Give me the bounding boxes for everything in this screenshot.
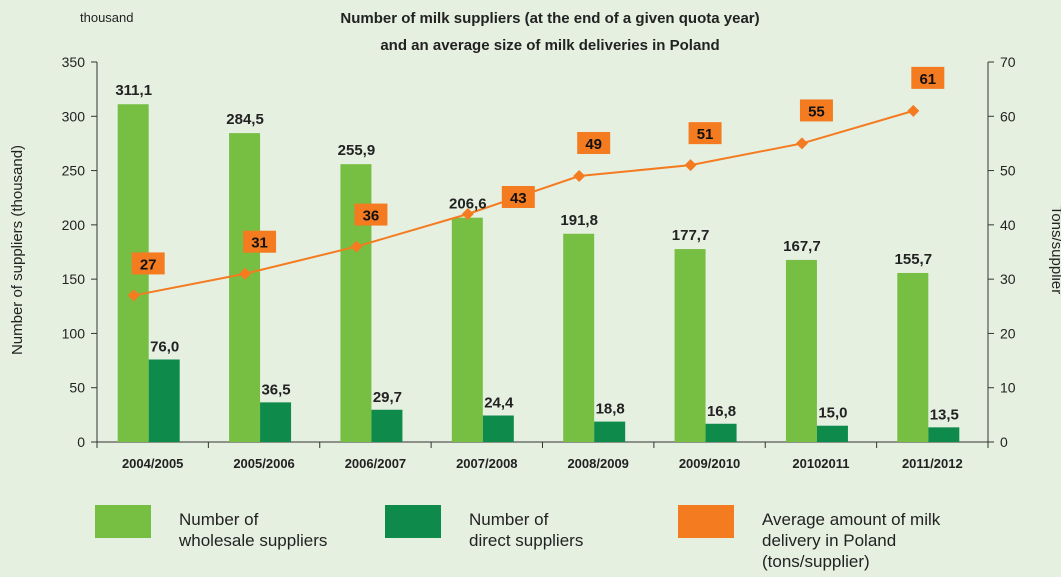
y-tick-label: 150 — [62, 271, 86, 287]
plot-area: 0 50 100 150 200 250 300 350 0 10 20 30 40 50 60 70 2004… — [62, 54, 1016, 471]
wholesale-bar — [451, 217, 483, 442]
legend-swatch — [678, 505, 734, 538]
direct-bar — [705, 423, 737, 442]
wholesale-bar — [674, 249, 706, 442]
x-tick-label: 2009/2010 — [679, 456, 740, 471]
direct-value-label: 29,7 — [373, 389, 402, 406]
y2-tick-label: 60 — [1000, 108, 1016, 124]
average-point — [350, 240, 363, 253]
average-value-label: 36 — [363, 208, 380, 225]
y-tick-label: 0 — [77, 434, 85, 450]
y-tick-label: 50 — [69, 380, 85, 396]
legend: Number of wholesale suppliers Number of d… — [0, 505, 1061, 577]
wholesale-value-label: 167,7 — [783, 238, 821, 255]
direct-bar — [594, 421, 626, 442]
average-value-label: 27 — [140, 256, 157, 273]
y-tick-label: 300 — [62, 108, 86, 124]
y-tick-label: 250 — [62, 163, 86, 179]
direct-bar — [816, 425, 848, 442]
x-tick-label: 2005/2006 — [233, 456, 294, 471]
y-axis-label: Number of suppliers (thousand) — [9, 145, 26, 355]
average-badge — [577, 132, 611, 154]
wholesale-bar — [563, 233, 595, 442]
y-tick-label: 350 — [62, 54, 86, 70]
average-point — [684, 159, 697, 172]
x-tick-label: 20102011 — [792, 456, 849, 471]
direct-value-label: 15,0 — [818, 405, 847, 422]
direct-bar — [148, 359, 180, 442]
x-tick-label: 2008/2009 — [567, 456, 628, 471]
average-value-label: 61 — [919, 71, 936, 88]
wholesale-bar — [229, 133, 261, 442]
wholesale-bar — [897, 272, 929, 442]
average-value-label: 31 — [251, 235, 268, 252]
x-tick-label: 2004/2005 — [122, 456, 183, 471]
average-value-label: 55 — [808, 103, 825, 120]
average-point — [127, 289, 140, 302]
wholesale-value-label: 206,6 — [449, 196, 487, 213]
legend-direct: Number of direct suppliers — [385, 505, 699, 551]
chart-title-line-1: Number of milk suppliers (at the end of … — [340, 10, 759, 27]
direct-bar — [260, 402, 292, 442]
direct-value-label: 13,5 — [930, 406, 959, 423]
wholesale-value-label: 177,7 — [672, 227, 710, 244]
average-value-label: 49 — [585, 136, 602, 153]
direct-value-label: 36,5 — [261, 381, 290, 398]
average-point — [907, 104, 920, 117]
y2-axis-label: Tons/supplier — [1048, 206, 1061, 294]
y2-tick-label: 50 — [1000, 163, 1016, 179]
average-value-label: 51 — [697, 126, 714, 143]
direct-value-label: 24,4 — [484, 395, 514, 412]
wholesale-value-label: 311,1 — [115, 82, 152, 99]
average-value-label: 43 — [510, 190, 527, 207]
y2-tick-label: 10 — [1000, 380, 1016, 396]
y2-tick-label: 40 — [1000, 217, 1016, 233]
y2-tick-label: 0 — [1000, 434, 1008, 450]
y2-tick-label: 20 — [1000, 325, 1016, 341]
legend-swatch — [95, 505, 151, 538]
average-point — [573, 170, 586, 182]
average-badge — [799, 99, 833, 122]
direct-bar — [482, 415, 514, 442]
legend-label: Average amount of milk delivery in Polan… — [762, 510, 941, 571]
direct-bar — [371, 409, 403, 442]
wholesale-value-label: 155,7 — [895, 251, 933, 268]
average-point — [461, 208, 474, 220]
x-tick-label: 2006/2007 — [345, 456, 406, 471]
wholesale-value-label: 255,9 — [338, 142, 376, 159]
average-badge — [131, 252, 165, 275]
chart-svg: Number of milk suppliers (at the end of … — [9, 10, 1061, 471]
legend-label: Number of wholesale suppliers — [179, 510, 328, 550]
y2-tick-label: 70 — [1000, 54, 1016, 70]
average-badge — [688, 122, 722, 145]
average-badge — [911, 66, 945, 89]
average-point — [795, 137, 808, 150]
y-tick-label: 100 — [62, 325, 86, 341]
legend-wholesale: Number of wholesale suppliers — [95, 505, 409, 551]
direct-value-label: 18,8 — [596, 401, 625, 418]
unit-label: thousand — [80, 10, 134, 25]
wholesale-bar — [785, 259, 817, 442]
direct-value-label: 16,8 — [707, 403, 736, 420]
direct-value-label: 76,0 — [150, 338, 179, 355]
average-badge — [243, 230, 277, 253]
average-point — [239, 267, 252, 280]
average-badge — [354, 203, 388, 226]
legend-swatch — [385, 505, 441, 538]
average-badge — [501, 186, 535, 208]
legend-average: Average amount of milk delivery in Polan… — [678, 505, 992, 572]
legend-label: Number of direct suppliers — [469, 510, 584, 550]
y2-tick-label: 30 — [1000, 271, 1016, 287]
wholesale-value-label: 284,5 — [226, 111, 264, 128]
x-tick-label: 2011/2012 — [902, 456, 963, 471]
direct-bar — [928, 427, 960, 442]
x-tick-label: 2007/2008 — [456, 456, 517, 471]
wholesale-value-label: 191,8 — [560, 212, 598, 229]
y-tick-label: 200 — [62, 217, 86, 233]
chart-title-line-2: and an average size of milk deliveries i… — [380, 37, 719, 54]
